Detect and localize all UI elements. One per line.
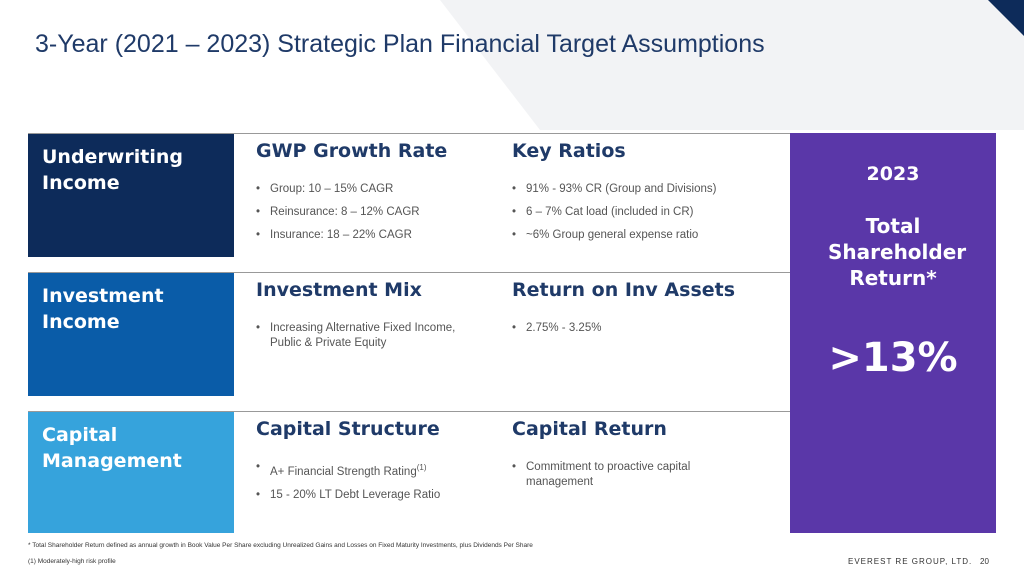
bullet: Commitment to proactive capital manageme… (512, 460, 727, 490)
footnote: * Total Shareholder Return defined as an… (28, 542, 533, 549)
bullet-text: Reinsurance: 8 – 12% CAGR (270, 206, 420, 218)
column-heading: GWP Growth Rate (256, 140, 448, 162)
bullet-list: 91% - 93% CR (Group and Divisions) 6 – 7%… (512, 182, 727, 251)
row-label: Underwriting Income (28, 134, 234, 257)
highlight-label: Total Shareholder Return* (828, 214, 967, 290)
bullet: 15 - 20% LT Debt Leverage Ratio (256, 488, 456, 503)
column-heading: Key Ratios (512, 140, 626, 162)
footnote-ref: (1) (416, 463, 427, 472)
bullet-text: Commitment to proactive capital manageme… (526, 461, 691, 488)
highlight-year: 2023 (866, 163, 920, 185)
bullet: ~6% Group general expense ratio (512, 228, 727, 243)
bullet: Group: 10 – 15% CAGR (256, 182, 456, 197)
bullet-text: Group: 10 – 15% CAGR (270, 183, 394, 195)
bullet-list: A+ Financial Strength Rating(1) 15 - 20% … (256, 460, 456, 511)
row-divider (28, 272, 790, 273)
bullet-text: ~6% Group general expense ratio (526, 229, 699, 241)
row-label: Investment Income (28, 273, 234, 396)
bullet: Increasing Alternative Fixed Income, Pub… (256, 321, 456, 351)
row-divider (28, 133, 790, 134)
bullet: 2.75% - 3.25% (512, 321, 727, 336)
bullet-text: Increasing Alternative Fixed Income, Pub… (270, 322, 456, 349)
column-heading: Return on Inv Assets (512, 279, 736, 301)
bullet-text: 91% - 93% CR (Group and Divisions) (526, 183, 717, 195)
column-heading: Capital Structure (256, 418, 440, 440)
bullet-text: A+ Financial Strength Rating (270, 465, 417, 478)
highlight-box: 2023 Total Shareholder Return* >13% (790, 133, 996, 533)
bullet: A+ Financial Strength Rating(1) (256, 460, 456, 480)
company-name: EVEREST RE GROUP, LTD. (848, 557, 973, 566)
column-heading: Capital Return (512, 418, 667, 440)
bullet-list: 2.75% - 3.25% (512, 321, 727, 344)
footnote: (1) Moderately-high risk profile (28, 558, 116, 565)
bullet-text: Insurance: 18 – 22% CAGR (270, 229, 412, 241)
bullet-list: Increasing Alternative Fixed Income, Pub… (256, 321, 456, 359)
bullet-list: Group: 10 – 15% CAGR Reinsurance: 8 – 12%… (256, 182, 456, 251)
bullet: 6 – 7% Cat load (included in CR) (512, 205, 727, 220)
bullet: Reinsurance: 8 – 12% CAGR (256, 205, 456, 220)
column-heading: Investment Mix (256, 279, 422, 301)
highlight-value: >13% (828, 335, 958, 381)
bullet: 91% - 93% CR (Group and Divisions) (512, 182, 727, 197)
row-label: Capital Management (28, 412, 234, 533)
page-number: 20 (980, 557, 989, 566)
bullet-text: 15 - 20% LT Debt Leverage Ratio (270, 488, 441, 501)
bullet: Insurance: 18 – 22% CAGR (256, 228, 456, 243)
slide-title: 3-Year (2021 – 2023) Strategic Plan Fina… (35, 30, 765, 58)
row-divider (28, 411, 790, 412)
bullet-list: Commitment to proactive capital manageme… (512, 460, 727, 498)
bullet-text: 2.75% - 3.25% (526, 322, 602, 334)
bullet-text: 6 – 7% Cat load (included in CR) (526, 206, 694, 218)
